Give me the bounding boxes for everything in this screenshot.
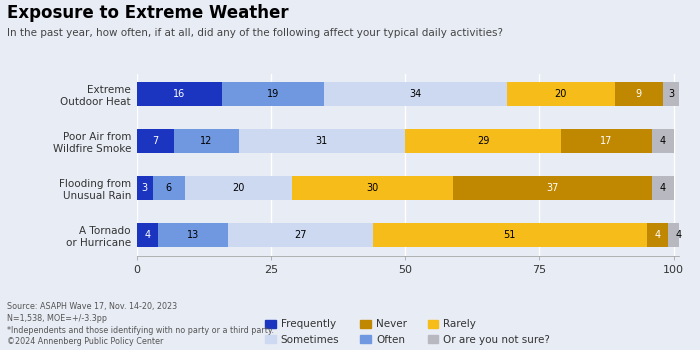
Text: 4: 4: [144, 230, 150, 240]
Text: 30: 30: [367, 183, 379, 193]
Text: 4: 4: [660, 136, 666, 146]
Text: Source: ASAPH Wave 17, Nov. 14-20, 2023
N=1,538, MOE=+/-3.3pp
*Independents and : Source: ASAPH Wave 17, Nov. 14-20, 2023 …: [7, 302, 274, 346]
Bar: [454, 176, 652, 200]
Bar: [153, 176, 185, 200]
Bar: [239, 129, 405, 153]
Bar: [174, 129, 239, 153]
Legend: Frequently, Sometimes, Never, Often, Rarely, Or are you not sure?: Frequently, Sometimes, Never, Often, Rar…: [261, 315, 554, 349]
Bar: [668, 223, 690, 247]
Text: 17: 17: [601, 136, 612, 146]
Text: 3: 3: [141, 183, 148, 193]
Text: 6: 6: [166, 183, 172, 193]
Bar: [223, 82, 325, 106]
Bar: [185, 176, 293, 200]
Bar: [136, 82, 223, 106]
Text: 37: 37: [547, 183, 559, 193]
Bar: [405, 129, 561, 153]
Bar: [136, 176, 153, 200]
Bar: [507, 82, 615, 106]
Text: 13: 13: [187, 230, 199, 240]
Bar: [228, 223, 373, 247]
Text: 31: 31: [316, 136, 328, 146]
Text: 12: 12: [200, 136, 213, 146]
Bar: [652, 176, 673, 200]
Text: 20: 20: [232, 183, 245, 193]
Bar: [136, 129, 174, 153]
Text: 19: 19: [267, 89, 279, 99]
Bar: [652, 129, 673, 153]
Text: 4: 4: [654, 230, 661, 240]
Text: 51: 51: [503, 230, 516, 240]
Text: 20: 20: [554, 89, 567, 99]
Bar: [561, 129, 652, 153]
Text: Exposure to Extreme Weather: Exposure to Extreme Weather: [7, 4, 288, 21]
Bar: [373, 223, 647, 247]
Text: 4: 4: [660, 183, 666, 193]
Bar: [615, 82, 663, 106]
Text: 29: 29: [477, 136, 489, 146]
Bar: [158, 223, 228, 247]
Bar: [325, 82, 507, 106]
Bar: [136, 223, 158, 247]
Text: 27: 27: [294, 230, 307, 240]
Text: In the past year, how often, if at all, did any of the following affect your typ: In the past year, how often, if at all, …: [7, 28, 503, 38]
Text: 9: 9: [636, 89, 642, 99]
Bar: [293, 176, 454, 200]
Text: 16: 16: [174, 89, 186, 99]
Text: 7: 7: [152, 136, 158, 146]
Bar: [647, 223, 668, 247]
Bar: [663, 82, 679, 106]
Text: 3: 3: [668, 89, 674, 99]
Text: 4: 4: [676, 230, 682, 240]
Text: 34: 34: [410, 89, 422, 99]
